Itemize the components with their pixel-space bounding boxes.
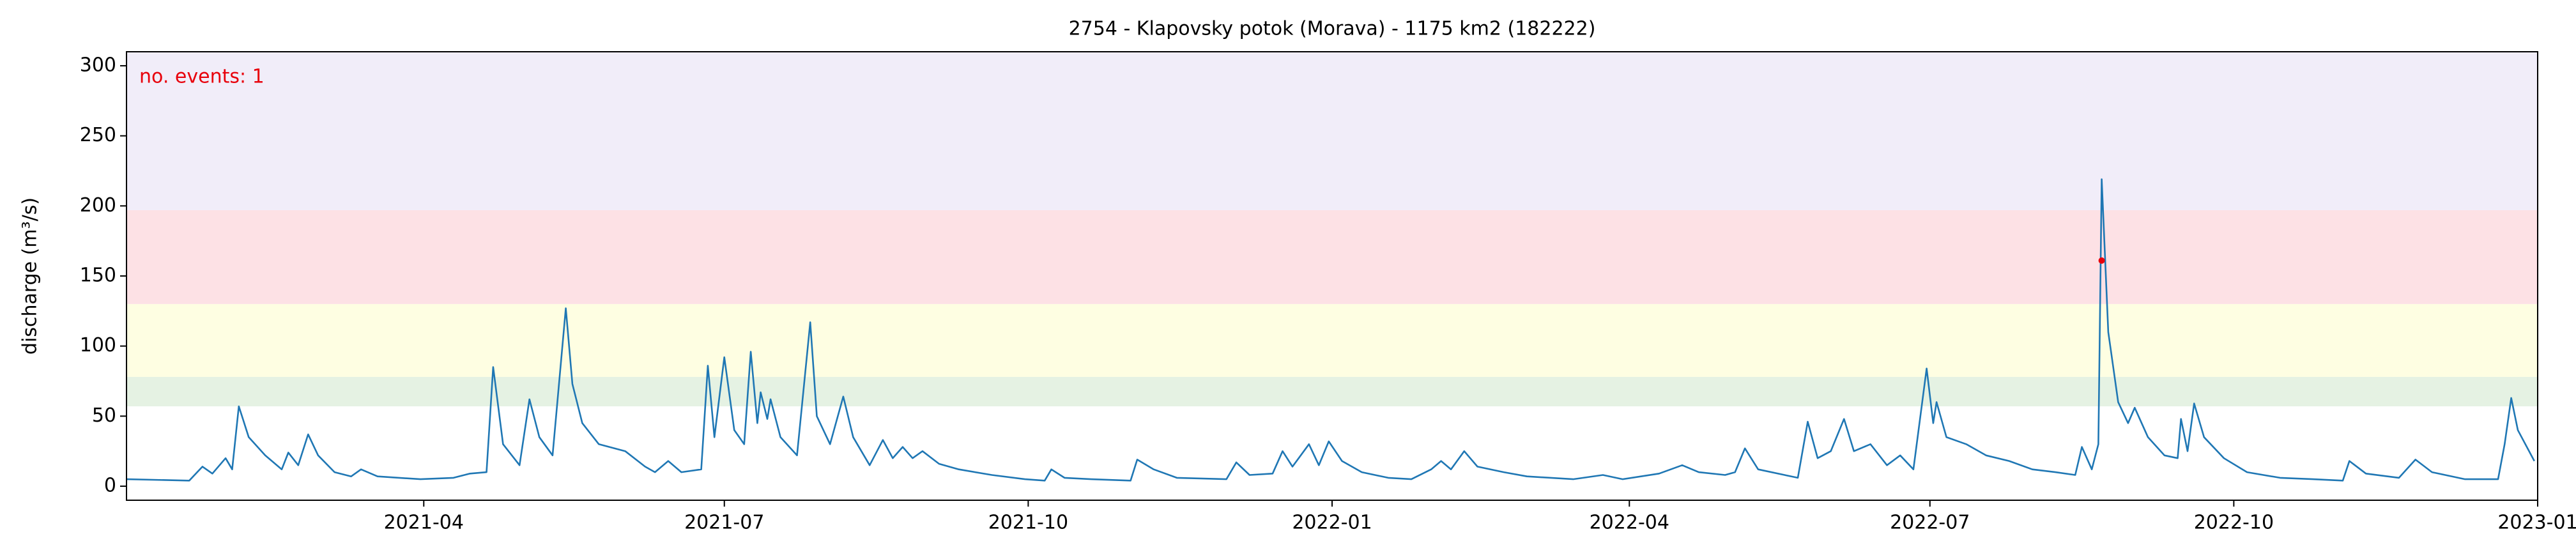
x-tick-label: 2021-04 xyxy=(384,512,464,534)
y-tick-label: 0 xyxy=(104,475,116,497)
y-tick-label: 200 xyxy=(80,194,116,217)
event-count: no. events: 1 xyxy=(139,66,264,88)
y-tick-label: 100 xyxy=(80,334,116,356)
x-tick-label: 2021-07 xyxy=(684,512,764,534)
threshold-band xyxy=(126,52,2538,210)
threshold-band xyxy=(126,210,2538,304)
x-tick-label: 2023-01 xyxy=(2497,512,2576,534)
x-tick-label: 2022-01 xyxy=(1292,512,1372,534)
y-tick-label: 250 xyxy=(80,124,116,146)
x-tick-label: 2022-10 xyxy=(2194,512,2274,534)
chart-title: 2754 - Klapovsky potok (Morava) - 1175 k… xyxy=(1069,18,1596,40)
threshold-band xyxy=(126,303,2538,377)
x-tick-label: 2022-04 xyxy=(1590,512,1669,534)
y-tick-label: 150 xyxy=(80,264,116,287)
y-tick-label: 300 xyxy=(80,54,116,76)
y-axis-label: discharge (m³/s) xyxy=(19,197,42,355)
x-tick-label: 2021-10 xyxy=(988,512,1068,534)
discharge-line xyxy=(126,178,2535,482)
threshold-band xyxy=(126,376,2538,407)
event-marker xyxy=(2098,257,2105,264)
x-tick-label: 2022-07 xyxy=(1890,512,1970,534)
plot-frame xyxy=(126,51,2538,501)
y-tick-label: 50 xyxy=(92,404,116,427)
